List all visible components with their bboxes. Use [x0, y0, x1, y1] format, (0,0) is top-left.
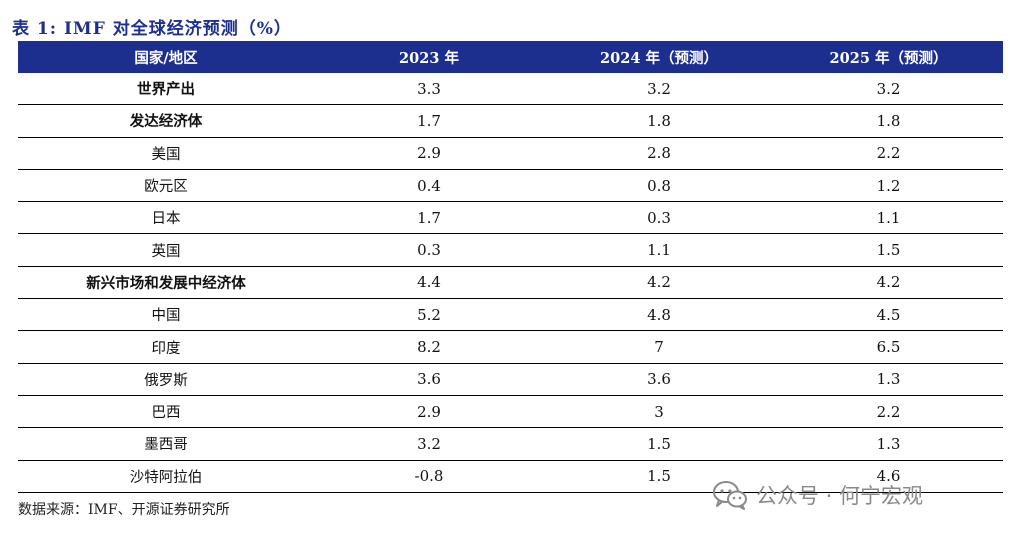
wechat-icon — [713, 481, 747, 510]
table-row: 欧元区 0.4 0.8 1.2 — [18, 169, 1003, 203]
row-name: 发达经济体 — [18, 104, 314, 138]
cell-2023: 3.2 — [314, 427, 544, 461]
header-2025: 2025 年（预测） — [774, 41, 1003, 73]
header-2023: 2023 年 — [314, 41, 544, 73]
cell-2025: 1.1 — [774, 201, 1003, 235]
table-row: 印度 8.2 7 6.5 — [18, 330, 1003, 364]
cell-2023: 1.7 — [314, 104, 544, 138]
cell-2024: 4.2 — [544, 266, 774, 300]
cell-2024: 1.8 — [544, 104, 774, 138]
cell-2023: 0.3 — [314, 233, 544, 267]
cell-2024: 3.2 — [544, 73, 774, 106]
row-name: 世界产出 — [18, 73, 314, 106]
table-row: 英国 0.3 1.1 1.5 — [18, 233, 1003, 267]
row-name: 墨西哥 — [18, 427, 314, 461]
table-header-row: 国家/地区 2023 年 2024 年（预测） 2025 年（预测） — [18, 41, 1003, 73]
row-name: 印度 — [18, 330, 314, 364]
row-name: 欧元区 — [18, 169, 314, 203]
row-name: 新兴市场和发展中经济体 — [18, 266, 314, 300]
cell-2024: 4.8 — [544, 298, 774, 332]
cell-2024: 0.3 — [544, 201, 774, 235]
cell-2025: 4.5 — [774, 298, 1003, 332]
imf-forecast-table: 国家/地区 2023 年 2024 年（预测） 2025 年（预测） 世界产出 … — [18, 41, 1003, 493]
watermark-text: 公众号 · 何宁宏观 — [756, 484, 924, 508]
cell-2023: 2.9 — [314, 395, 544, 429]
row-name: 中国 — [18, 298, 314, 332]
row-name: 日本 — [18, 201, 314, 235]
table-row: 俄罗斯 3.6 3.6 1.3 — [18, 363, 1003, 396]
cell-2025: 4.6 — [774, 460, 1003, 493]
cell-2023: -0.8 — [314, 460, 544, 493]
cell-2023: 0.4 — [314, 169, 544, 203]
row-name: 沙特阿拉伯 — [18, 460, 314, 493]
cell-2024: 0.8 — [544, 169, 774, 203]
cell-2024: 2.8 — [544, 137, 774, 170]
cell-2023: 3.3 — [314, 73, 544, 106]
cell-2025: 1.3 — [774, 363, 1003, 396]
table-row: 墨西哥 3.2 1.5 1.3 — [18, 427, 1003, 461]
source-note: 数据来源：IMF、开源证券研究所 — [18, 502, 230, 518]
cell-2023: 2.9 — [314, 137, 544, 170]
table-row: 巴西 2.9 3 2.2 — [18, 395, 1003, 429]
table-row: 中国 5.2 4.8 4.5 — [18, 298, 1003, 332]
row-name: 俄罗斯 — [18, 363, 314, 396]
cell-2023: 1.7 — [314, 201, 544, 235]
cell-2025: 1.5 — [774, 233, 1003, 267]
cell-2025: 2.2 — [774, 137, 1003, 170]
cell-2024: 3 — [544, 395, 774, 429]
cell-2024: 7 — [544, 330, 774, 364]
table-title: 表 1: IMF 对全球经济预测（%） — [12, 19, 292, 39]
cell-2023: 5.2 — [314, 298, 544, 332]
cell-2023: 4.4 — [314, 266, 544, 300]
cell-2025: 1.3 — [774, 427, 1003, 461]
watermark: 公众号 · 何宁宏观 — [712, 480, 923, 510]
cell-2025: 1.8 — [774, 104, 1003, 138]
cell-2025: 6.5 — [774, 330, 1003, 364]
row-name: 英国 — [18, 233, 314, 267]
table-row: 美国 2.9 2.8 2.2 — [18, 137, 1003, 170]
cell-2025: 3.2 — [774, 73, 1003, 106]
table-row: 世界产出 3.3 3.2 3.2 — [18, 73, 1003, 106]
cell-2025: 1.2 — [774, 169, 1003, 203]
table-row: 沙特阿拉伯 -0.8 1.5 4.6 — [18, 460, 1003, 493]
header-2024: 2024 年（预测） — [544, 41, 774, 73]
table-row: 新兴市场和发展中经济体 4.4 4.2 4.2 — [18, 266, 1003, 300]
cell-2025: 2.2 — [774, 395, 1003, 429]
cell-2024: 1.1 — [544, 233, 774, 267]
table-row: 发达经济体 1.7 1.8 1.8 — [18, 104, 1003, 138]
cell-2023: 3.6 — [314, 363, 544, 396]
row-name: 巴西 — [18, 395, 314, 429]
cell-2025: 4.2 — [774, 266, 1003, 300]
cell-2024: 3.6 — [544, 363, 774, 396]
cell-2023: 8.2 — [314, 330, 544, 364]
header-region: 国家/地区 — [18, 41, 314, 73]
table-row: 日本 1.7 0.3 1.1 — [18, 201, 1003, 235]
cell-2024: 1.5 — [544, 427, 774, 461]
row-name: 美国 — [18, 137, 314, 170]
